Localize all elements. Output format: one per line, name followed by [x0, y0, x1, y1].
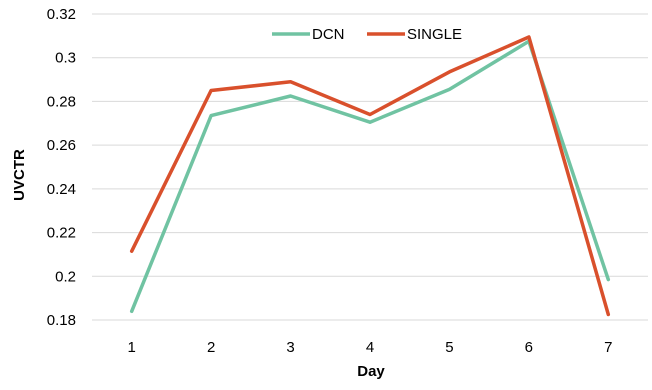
x-tick-label: 3 — [286, 339, 294, 356]
legend: DCN SINGLE — [272, 26, 462, 43]
y-tick-label: 0.2 — [55, 268, 76, 285]
x-tick-label: 4 — [366, 339, 374, 356]
series-lines — [129, 35, 611, 317]
y-axis-ticks: 0.18 0.2 0.22 0.24 0.26 0.28 0.3 0.32 — [47, 6, 76, 329]
x-tick-label: 2 — [207, 339, 215, 356]
legend-label-single: SINGLE — [407, 26, 462, 43]
y-tick-label: 0.18 — [47, 312, 76, 329]
x-tick-label: 1 — [128, 339, 136, 356]
y-tick-label: 0.3 — [55, 50, 76, 67]
x-tick-label: 5 — [445, 339, 453, 356]
x-axis-ticks: 1 2 3 4 5 6 7 — [128, 339, 613, 356]
y-tick-label: 0.28 — [47, 93, 76, 110]
x-axis-title: Day — [357, 363, 385, 380]
x-tick-label: 7 — [604, 339, 612, 356]
y-tick-label: 0.24 — [47, 181, 76, 198]
series-line-dcn — [129, 39, 611, 314]
y-tick-label: 0.26 — [47, 137, 76, 154]
legend-label-dcn: DCN — [312, 26, 345, 43]
y-axis-title: UVCTR — [11, 149, 28, 201]
y-tick-label: 0.22 — [47, 225, 76, 242]
x-tick-label: 6 — [525, 339, 533, 356]
y-tick-label: 0.32 — [47, 6, 76, 23]
series-line-single — [129, 35, 611, 317]
